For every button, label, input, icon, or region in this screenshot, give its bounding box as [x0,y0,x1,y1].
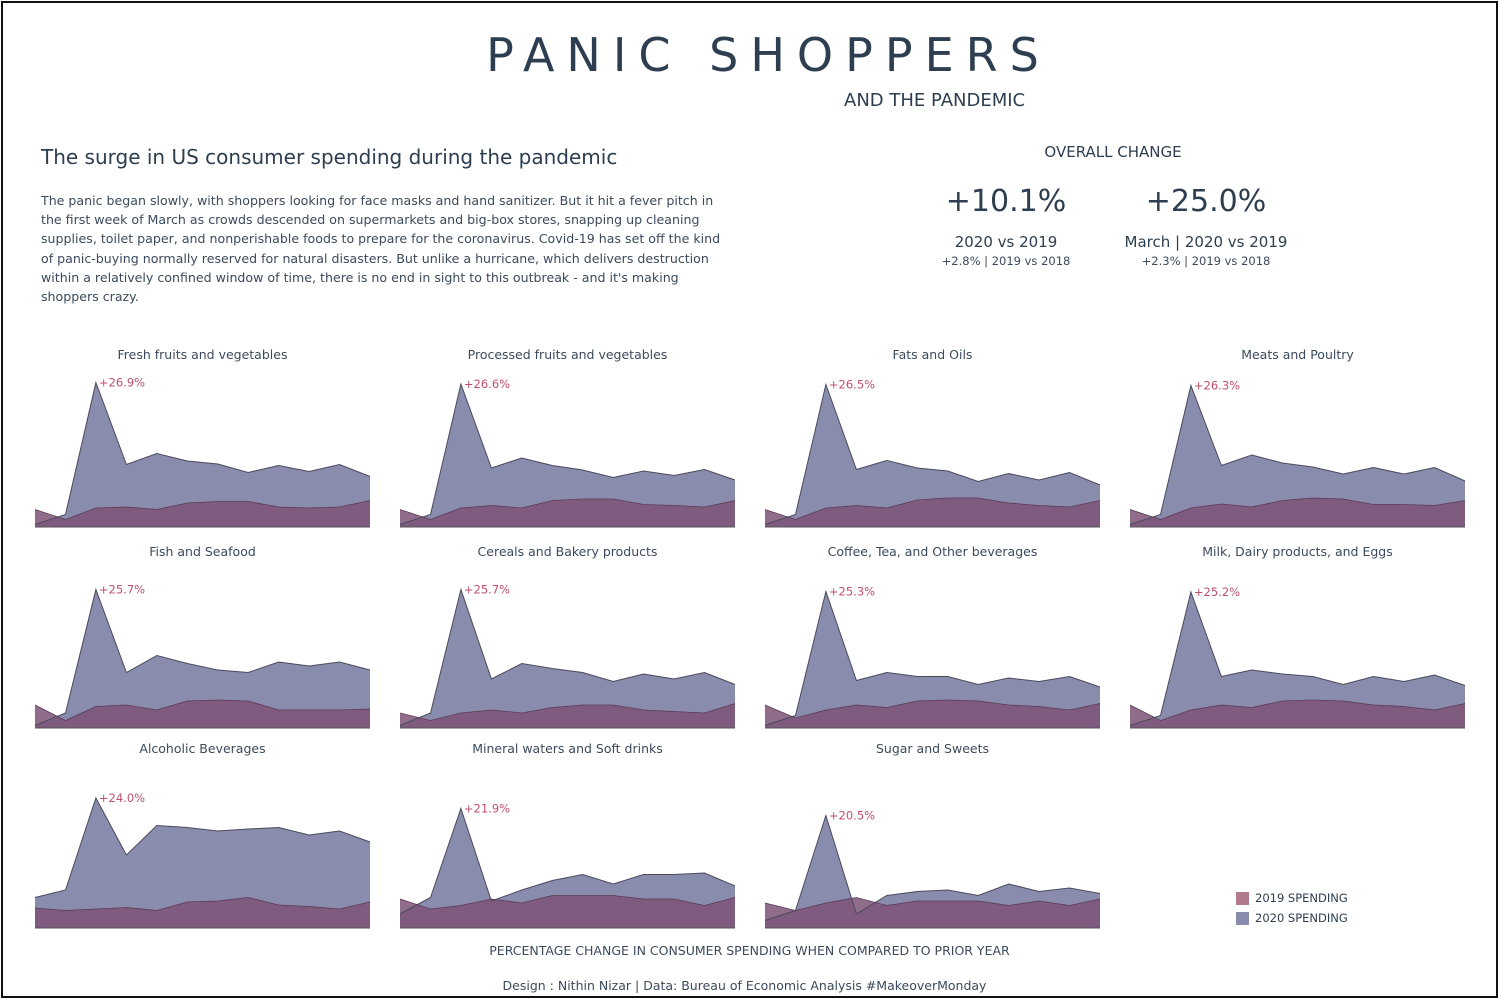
area-2019 [765,498,1100,527]
area-2020 [1130,592,1465,728]
area-2019 [400,703,735,728]
area-2020 [1130,385,1465,527]
kpi-annual-label: 2020 vs 2019 [954,233,1058,251]
line-2020 [34,587,371,726]
peak-label: +25.3% [829,585,875,599]
line-2019 [1129,497,1466,520]
line-2020 [34,380,371,525]
area-2019 [35,700,370,728]
legend-label-2019: 2019 SPENDING [1255,891,1348,905]
legend-label-2020: 2020 SPENDING [1255,911,1348,925]
peak-label: +25.2% [1194,585,1240,599]
peak-label: +21.9% [464,802,510,816]
panel-title: Processed fruits and vegetables [468,347,668,362]
line-2019 [34,699,371,721]
kpi-march-value: +25.0% [1145,184,1267,219]
panel-10: Mineral waters and Soft drinks +21.9% [399,741,736,929]
panel-title: Meats and Poultry [1241,347,1354,362]
area-2019 [400,499,735,527]
panel-title: Mineral waters and Soft drinks [472,741,663,756]
area-2020 [765,591,1100,728]
line-2019 [764,897,1101,911]
axis-caption: PERCENTAGE CHANGE IN CONSUMER SPENDING W… [489,943,1010,958]
line-2019 [34,500,371,520]
panel-title: Coffee, Tea, and Other beverages [828,544,1038,559]
legend: 2019 SPENDING 2020 SPENDING [1236,888,1348,928]
line-2020 [34,796,371,898]
panel-3: Fats and Oils +26.5% [764,347,1101,528]
panel-4: Meats and Poultry +26.3% [1129,347,1466,528]
line-2019 [34,897,371,911]
page-title: PANIC SHOPPERS [486,28,1051,82]
area-2020 [400,808,735,928]
area-2020 [35,589,370,728]
area-2019 [400,895,735,928]
page-subtitle: AND THE PANDEMIC [844,90,1026,111]
line-2019 [399,703,736,721]
kpi-annual-sub: +2.8% | 2019 vs 2018 [941,254,1071,268]
kpi-march-sub: +2.3% | 2019 vs 2018 [1141,254,1271,268]
panel-title: Cereals and Bakery products [478,544,658,559]
line-2019 [1129,699,1466,721]
panel-title: Fresh fruits and vegetables [118,347,288,362]
line-2019 [399,498,736,520]
kpi-march-label: March | 2020 vs 2019 [1124,233,1288,251]
area-2020 [35,382,370,527]
panel-9: Alcoholic Beverages +24.0% [34,741,371,929]
credit-line: Design : Nithin Nizar | Data: Bureau of … [502,978,987,993]
area-2020 [400,384,735,527]
kpi-annual: +10.1% 2020 vs 2019 +2.8% | 2019 vs 2018 [896,184,1116,268]
line-2020 [399,806,736,915]
area-2020 [765,384,1100,527]
area-2019 [1130,700,1465,728]
panel-title: Milk, Dairy products, and Eggs [1202,544,1393,559]
intro-headline: The surge in US consumer spending during… [41,145,618,169]
line-2020 [764,382,1101,525]
legend-item-2020: 2020 SPENDING [1236,908,1348,928]
panel-5: Fish and Seafood +25.7% [34,544,371,729]
line-2020 [764,589,1101,726]
kpi-annual-value: +10.1% [945,184,1067,219]
line-2020 [1129,383,1466,525]
line-2020 [399,587,736,726]
area-2019 [35,897,370,928]
panel-6: Cereals and Bakery products +25.7% [399,544,736,729]
legend-item-2019: 2019 SPENDING [1236,888,1348,908]
line-2020 [764,813,1101,921]
peak-label: +26.9% [99,376,145,390]
panel-2: Processed fruits and vegetables +26.6% [399,347,736,528]
line-2020 [399,382,736,525]
legend-swatch-2019 [1236,891,1249,905]
panel-8: Milk, Dairy products, and Eggs +25.2% [1129,544,1466,729]
peak-label: +26.6% [464,377,510,391]
line-2019 [764,497,1101,520]
intro-body: The panic began slowly, with shoppers lo… [41,193,721,305]
peak-label: +26.5% [829,378,875,392]
legend-swatch-2020 [1236,911,1249,925]
line-2019 [764,699,1101,719]
panel-7: Coffee, Tea, and Other beverages +25.3% [764,544,1101,729]
peak-label: +26.3% [1194,379,1240,393]
area-2019 [765,700,1100,728]
panel-title: Fish and Seafood [149,544,256,559]
peak-label: +24.0% [99,791,145,805]
panel-11: Sugar and Sweets +20.5% [764,741,1101,929]
overall-change-label: OVERALL CHANGE [1044,143,1182,161]
panel-title: Alcoholic Beverages [139,741,265,756]
peak-label: +25.7% [99,583,145,597]
area-2019 [765,897,1100,928]
area-2019 [35,500,370,527]
line-2020 [1129,590,1466,726]
panel-title: Fats and Oils [893,347,973,362]
panel-1: Fresh fruits and vegetables +26.9% [34,347,371,528]
peak-label: +20.5% [829,809,875,823]
area-2020 [35,798,370,928]
panel-title: Sugar and Sweets [876,741,989,756]
line-2019 [399,895,736,910]
kpi-march: +25.0% March | 2020 vs 2019 +2.3% | 2019… [1096,184,1316,268]
area-2020 [400,589,735,728]
peak-label: +25.7% [464,583,510,597]
